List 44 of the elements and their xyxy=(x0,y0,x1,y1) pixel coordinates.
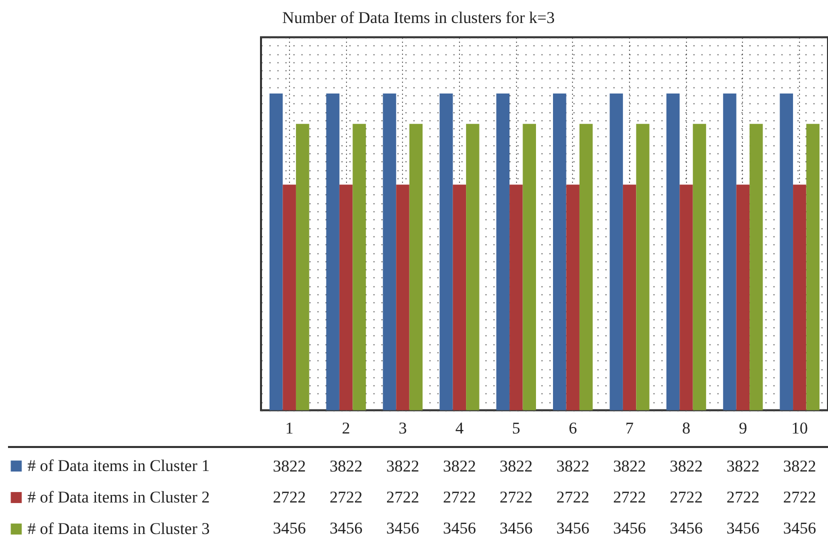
data-label: 2722 xyxy=(386,487,420,506)
data-label: 3822 xyxy=(556,456,590,476)
data-label: 3456 xyxy=(386,518,420,538)
data-label: 3456 xyxy=(783,518,816,538)
data-label: 3456 xyxy=(442,518,476,538)
data-label: 2722 xyxy=(726,487,760,506)
legend-label: # of Data items in Cluster 1 xyxy=(28,456,210,476)
data-label: 2722 xyxy=(330,487,363,506)
x-tick-label: 10 xyxy=(791,418,808,438)
data-label: 3822 xyxy=(783,456,816,476)
data-label: 3456 xyxy=(500,518,533,538)
data-label: 2722 xyxy=(272,487,306,506)
data-label: 3456 xyxy=(670,518,703,538)
data-label: 3822 xyxy=(386,456,420,476)
data-label: 2722 xyxy=(613,487,646,506)
data-label: 3822 xyxy=(613,456,646,476)
data-label: 3822 xyxy=(272,456,306,476)
data-label: 2722 xyxy=(556,487,590,506)
data-label: 3456 xyxy=(726,518,760,538)
x-tick-label: 7 xyxy=(625,418,634,438)
data-label: 2722 xyxy=(500,487,533,506)
x-tick-label: 4 xyxy=(455,418,464,438)
data-label: 3456 xyxy=(556,518,590,538)
data-label: 2722 xyxy=(442,487,476,506)
x-tick-label: 2 xyxy=(342,418,350,438)
x-tick-label: 8 xyxy=(682,418,690,438)
data-label: 3822 xyxy=(442,456,476,476)
data-label: 2722 xyxy=(783,487,816,506)
data-label: 3456 xyxy=(330,518,363,538)
x-tick-label: 9 xyxy=(738,418,748,438)
data-label: 3456 xyxy=(613,518,646,538)
x-tick-label: 6 xyxy=(568,418,577,438)
data-label: 3822 xyxy=(500,456,533,476)
data-label: 3822 xyxy=(670,456,703,476)
data-label: 2722 xyxy=(670,487,703,506)
x-tick-label: 1 xyxy=(285,418,294,438)
legend-label: # of Data items in Cluster 2 xyxy=(28,488,210,507)
chart-title: Number of Data Items in clusters for k=3 xyxy=(282,8,555,27)
x-tick-label: 3 xyxy=(398,418,407,438)
data-label: 3822 xyxy=(330,456,363,476)
legend-label: # of Data items in Cluster 3 xyxy=(28,519,210,538)
data-label: 3456 xyxy=(272,518,306,538)
data-label: 3822 xyxy=(726,456,760,476)
x-tick-label: 5 xyxy=(512,418,520,438)
